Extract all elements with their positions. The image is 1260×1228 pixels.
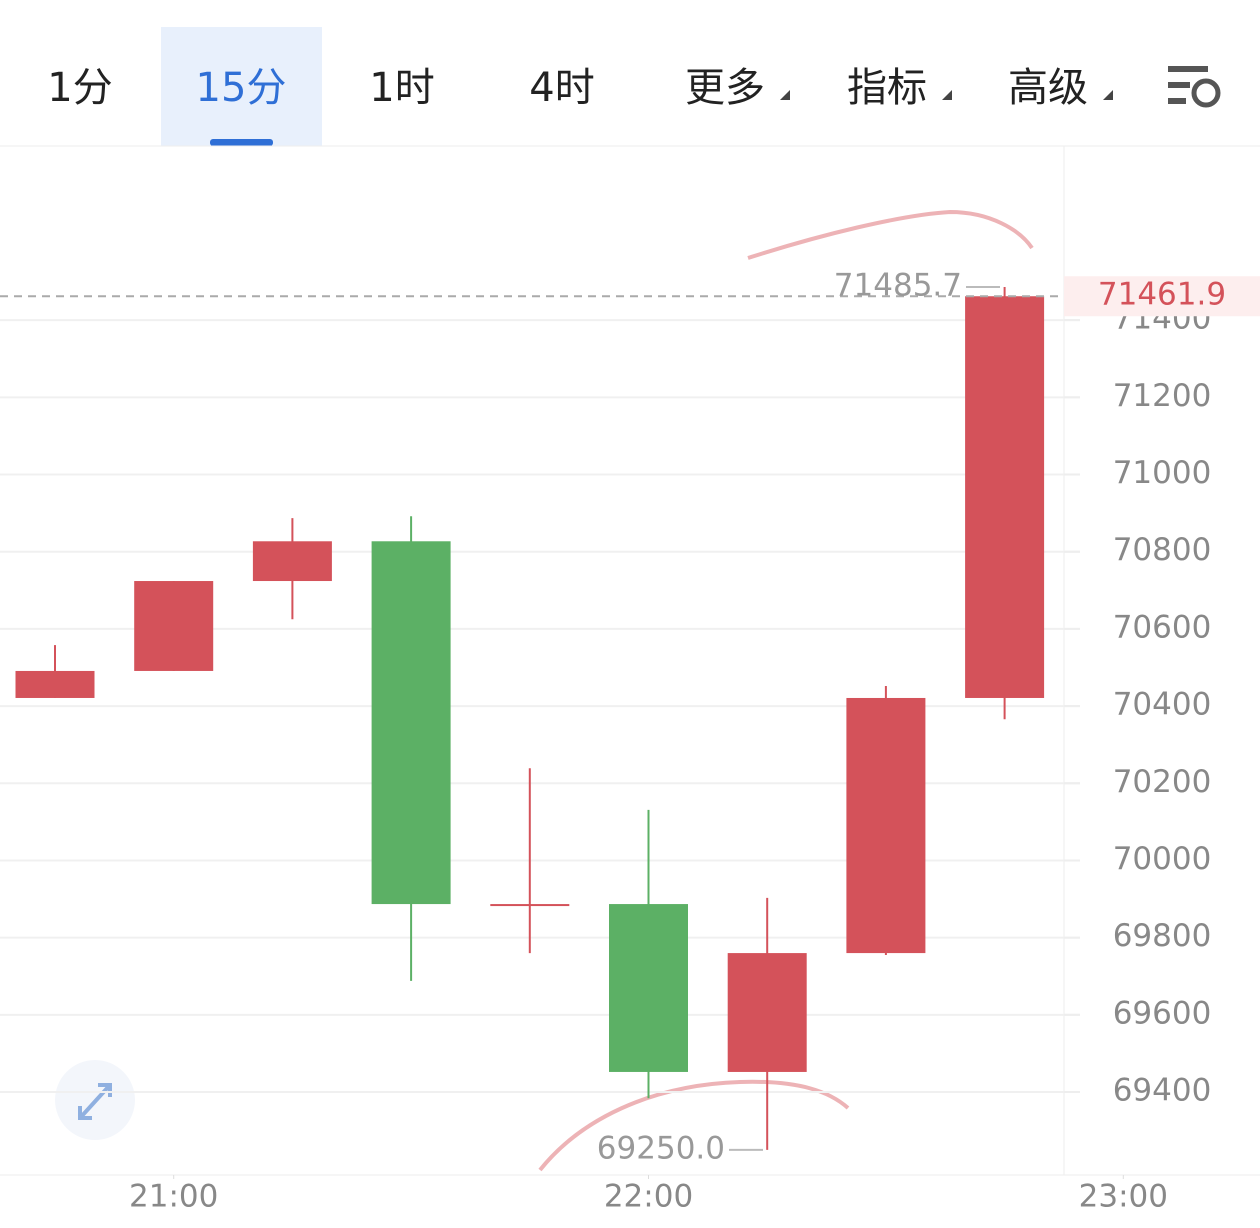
- annotation-label: 69250.0: [597, 1130, 725, 1166]
- candle-body: [371, 541, 451, 905]
- tab-label[interactable]: 15分: [196, 65, 287, 111]
- tab-label[interactable]: 4时: [529, 65, 594, 111]
- y-tick-label: 69400: [1113, 1073, 1212, 1109]
- x-tick-label: 22:00: [604, 1179, 693, 1215]
- tab-label[interactable]: 高级: [1008, 65, 1088, 111]
- last-price-box: [1064, 276, 1260, 317]
- active-tab-bg: [161, 27, 322, 146]
- tab-label[interactable]: 指标: [847, 65, 927, 111]
- dropdown-caret: [780, 90, 790, 100]
- candle-body: [846, 697, 926, 954]
- y-tick-label: 69600: [1113, 995, 1212, 1031]
- y-tick-label: 70800: [1113, 532, 1212, 568]
- y-tick-label: 70400: [1113, 687, 1212, 723]
- dropdown-caret: [942, 90, 952, 100]
- y-tick-label: 71000: [1113, 455, 1212, 491]
- candle-body: [15, 670, 95, 698]
- fullscreen-button[interactable]: [55, 1060, 135, 1140]
- x-tick-label: 21:00: [129, 1179, 218, 1215]
- candle-body: [965, 296, 1045, 698]
- icon-gear: [1191, 78, 1221, 108]
- candle-body: [727, 953, 807, 1072]
- candle-body: [134, 581, 214, 671]
- y-tick-label: 70200: [1113, 764, 1212, 800]
- handwritten-mark: [747, 209, 1034, 260]
- y-tick-label: 69800: [1113, 918, 1212, 954]
- y-tick-label: 70000: [1113, 841, 1212, 877]
- y-tick-label: 70600: [1113, 609, 1212, 645]
- tab-label[interactable]: 更多: [685, 65, 765, 111]
- icon-bar: [1168, 82, 1190, 88]
- icon-bar: [1168, 98, 1186, 104]
- candle-body: [252, 541, 332, 582]
- icon-bar: [1168, 66, 1208, 72]
- candle-body: [609, 904, 688, 1072]
- annotation-label: 71485.7: [834, 268, 962, 304]
- y-tick-label: 71200: [1113, 378, 1212, 414]
- candle-body: [490, 904, 570, 907]
- last-price-label: 71461.9: [1098, 277, 1226, 313]
- active-tab-indicator: [210, 139, 273, 146]
- dropdown-caret: [1103, 90, 1113, 100]
- tab-label[interactable]: 1分: [47, 65, 112, 111]
- x-tick-label: 23:00: [1079, 1179, 1168, 1215]
- tab-label[interactable]: 1时: [369, 65, 434, 111]
- settings-icon[interactable]: [1168, 66, 1221, 108]
